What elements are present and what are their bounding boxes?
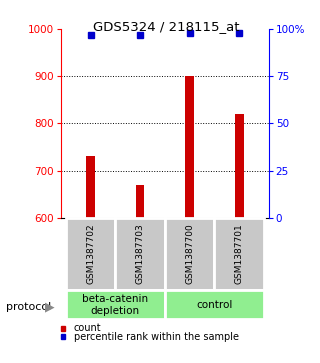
Bar — [66, 290, 165, 319]
Text: protocol: protocol — [6, 302, 52, 312]
Text: GSM1387701: GSM1387701 — [235, 224, 244, 285]
Bar — [214, 218, 264, 290]
Text: GSM1387700: GSM1387700 — [185, 224, 194, 285]
Bar — [165, 290, 264, 319]
Bar — [86, 156, 95, 218]
Text: GDS5324 / 218115_at: GDS5324 / 218115_at — [93, 20, 240, 33]
Bar — [185, 76, 194, 218]
Bar — [165, 218, 214, 290]
Text: ▶: ▶ — [45, 300, 54, 313]
Text: percentile rank within the sample: percentile rank within the sample — [74, 332, 239, 342]
Bar — [136, 185, 145, 218]
Text: GSM1387702: GSM1387702 — [86, 224, 95, 285]
Bar — [66, 218, 115, 290]
Bar — [235, 114, 244, 218]
Bar — [115, 218, 165, 290]
Text: count: count — [74, 323, 101, 333]
Text: beta-catenin
depletion: beta-catenin depletion — [82, 294, 148, 316]
Text: GSM1387703: GSM1387703 — [136, 224, 145, 285]
Text: control: control — [196, 300, 233, 310]
